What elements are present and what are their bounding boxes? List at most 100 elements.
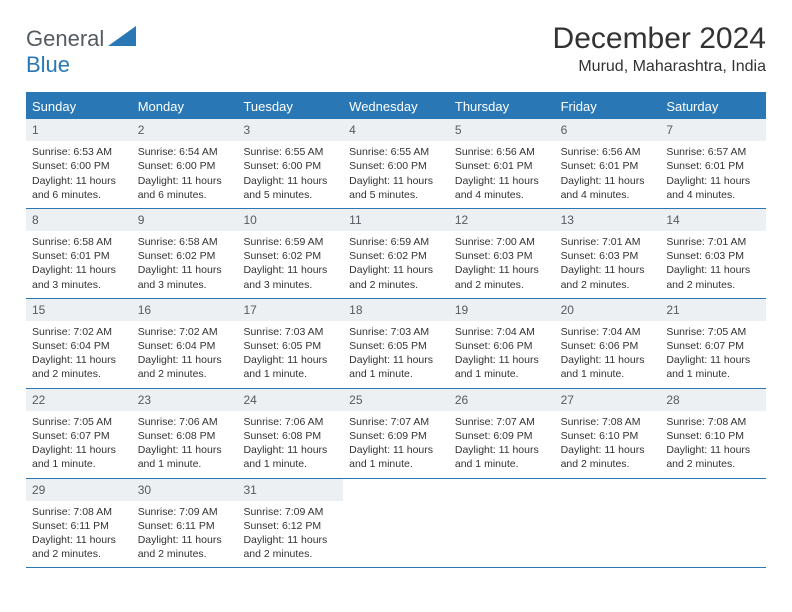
day-sunset: Sunset: 6:10 PM <box>561 429 655 443</box>
day-daylight1: Daylight: 11 hours <box>32 533 126 547</box>
day-daylight1: Daylight: 11 hours <box>666 263 760 277</box>
day-body: Sunrise: 7:02 AMSunset: 6:04 PMDaylight:… <box>132 321 238 388</box>
day-daylight2: and 2 minutes. <box>32 547 126 561</box>
weekday-friday: Friday <box>555 94 661 119</box>
day-daylight1: Daylight: 11 hours <box>32 353 126 367</box>
day-sunset: Sunset: 6:04 PM <box>32 339 126 353</box>
day-body: Sunrise: 6:53 AMSunset: 6:00 PMDaylight:… <box>26 141 132 208</box>
empty-cell <box>555 479 661 568</box>
day-cell-20: 20Sunrise: 7:04 AMSunset: 6:06 PMDayligh… <box>555 299 661 388</box>
day-cell-3: 3Sunrise: 6:55 AMSunset: 6:00 PMDaylight… <box>237 119 343 208</box>
day-sunset: Sunset: 6:09 PM <box>455 429 549 443</box>
day-number: 21 <box>660 299 766 321</box>
day-sunset: Sunset: 6:02 PM <box>349 249 443 263</box>
logo-text-blue: Blue <box>26 52 136 78</box>
day-sunrise: Sunrise: 7:08 AM <box>561 415 655 429</box>
weekday-row: SundayMondayTuesdayWednesdayThursdayFrid… <box>26 94 766 119</box>
day-cell-1: 1Sunrise: 6:53 AMSunset: 6:00 PMDaylight… <box>26 119 132 208</box>
day-daylight2: and 5 minutes. <box>349 188 443 202</box>
day-cell-5: 5Sunrise: 6:56 AMSunset: 6:01 PMDaylight… <box>449 119 555 208</box>
day-sunset: Sunset: 6:10 PM <box>666 429 760 443</box>
day-daylight1: Daylight: 11 hours <box>455 174 549 188</box>
day-daylight2: and 1 minute. <box>243 457 337 471</box>
empty-cell <box>343 479 449 568</box>
day-body: Sunrise: 7:04 AMSunset: 6:06 PMDaylight:… <box>449 321 555 388</box>
header: GeneralBlue December 2024 Murud, Maharas… <box>26 22 766 78</box>
day-sunset: Sunset: 6:05 PM <box>243 339 337 353</box>
weekday-saturday: Saturday <box>660 94 766 119</box>
day-daylight1: Daylight: 11 hours <box>32 263 126 277</box>
day-sunrise: Sunrise: 7:09 AM <box>138 505 232 519</box>
day-daylight2: and 1 minute. <box>32 457 126 471</box>
day-sunset: Sunset: 6:08 PM <box>138 429 232 443</box>
day-sunrise: Sunrise: 7:07 AM <box>349 415 443 429</box>
day-number: 11 <box>343 209 449 231</box>
day-number: 8 <box>26 209 132 231</box>
day-cell-22: 22Sunrise: 7:05 AMSunset: 6:07 PMDayligh… <box>26 389 132 478</box>
day-cell-28: 28 Sunrise: 7:08 AMSunset: 6:10 PMDayligh… <box>660 389 766 478</box>
day-sunset: Sunset: 6:12 PM <box>243 519 337 533</box>
day-daylight1: Daylight: 11 hours <box>349 353 443 367</box>
day-cell-10: 10Sunrise: 6:59 AMSunset: 6:02 PMDayligh… <box>237 209 343 298</box>
title-block: December 2024 Murud, Maharashtra, India <box>553 22 766 76</box>
day-sunset: Sunset: 6:08 PM <box>243 429 337 443</box>
day-body: Sunrise: 7:08 AMSunset: 6:11 PMDaylight:… <box>26 501 132 568</box>
day-sunset: Sunset: 6:11 PM <box>32 519 126 533</box>
day-cell-2: 2Sunrise: 6:54 AMSunset: 6:00 PMDaylight… <box>132 119 238 208</box>
day-daylight1: Daylight: 11 hours <box>138 263 232 277</box>
day-body: Sunrise: 7:03 AMSunset: 6:05 PMDaylight:… <box>237 321 343 388</box>
day-sunrise: Sunrise: 7:02 AM <box>32 325 126 339</box>
day-body: Sunrise: 7:07 AMSunset: 6:09 PMDaylight:… <box>343 411 449 478</box>
day-number: 15 <box>26 299 132 321</box>
day-sunrise: Sunrise: 7:06 AM <box>243 415 337 429</box>
day-daylight2: and 3 minutes. <box>32 278 126 292</box>
day-daylight2: and 1 minute. <box>455 367 549 381</box>
day-daylight1: Daylight: 11 hours <box>455 263 549 277</box>
day-daylight2: and 1 minute. <box>243 367 337 381</box>
day-body: Sunrise: 7:06 AMSunset: 6:08 PMDaylight:… <box>132 411 238 478</box>
day-sunrise: Sunrise: 7:01 AM <box>666 235 760 249</box>
day-sunrise: Sunrise: 7:03 AM <box>349 325 443 339</box>
empty-cell <box>449 479 555 568</box>
day-sunrise: Sunrise: 7:08 AM <box>666 415 760 429</box>
month-title: December 2024 <box>553 22 766 56</box>
weekday-sunday: Sunday <box>26 94 132 119</box>
day-body: Sunrise: 6:57 AMSunset: 6:01 PMDaylight:… <box>660 141 766 208</box>
day-daylight2: and 6 minutes. <box>32 188 126 202</box>
week-row: 22Sunrise: 7:05 AMSunset: 6:07 PMDayligh… <box>26 389 766 479</box>
day-daylight2: and 3 minutes. <box>243 278 337 292</box>
day-sunrise: Sunrise: 6:56 AM <box>455 145 549 159</box>
weekday-tuesday: Tuesday <box>237 94 343 119</box>
day-cell-8: 8Sunrise: 6:58 AMSunset: 6:01 PMDaylight… <box>26 209 132 298</box>
day-daylight1: Daylight: 11 hours <box>666 443 760 457</box>
day-number: 12 <box>449 209 555 231</box>
day-daylight1: Daylight: 11 hours <box>138 174 232 188</box>
day-daylight2: and 2 minutes. <box>561 457 655 471</box>
day-sunset: Sunset: 6:01 PM <box>455 159 549 173</box>
week-row: 15Sunrise: 7:02 AMSunset: 6:04 PMDayligh… <box>26 299 766 389</box>
day-cell-21: 21Sunrise: 7:05 AMSunset: 6:07 PMDayligh… <box>660 299 766 388</box>
day-daylight1: Daylight: 11 hours <box>455 353 549 367</box>
day-sunset: Sunset: 6:00 PM <box>349 159 443 173</box>
day-body: Sunrise: 6:59 AMSunset: 6:02 PMDaylight:… <box>237 231 343 298</box>
weekday-monday: Monday <box>132 94 238 119</box>
day-number: 23 <box>132 389 238 411</box>
day-daylight2: and 1 minute. <box>138 457 232 471</box>
day-sunrise: Sunrise: 6:59 AM <box>349 235 443 249</box>
day-number: 10 <box>237 209 343 231</box>
day-body: Sunrise: 6:56 AMSunset: 6:01 PMDaylight:… <box>449 141 555 208</box>
day-number: 30 <box>132 479 238 501</box>
day-daylight1: Daylight: 11 hours <box>138 533 232 547</box>
day-sunset: Sunset: 6:03 PM <box>455 249 549 263</box>
day-daylight1: Daylight: 11 hours <box>349 174 443 188</box>
logo: GeneralBlue <box>26 22 136 78</box>
day-body: Sunrise: 6:58 AMSunset: 6:01 PMDaylight:… <box>26 231 132 298</box>
day-cell-27: 27Sunrise: 7:08 AMSunset: 6:10 PMDayligh… <box>555 389 661 478</box>
day-daylight1: Daylight: 11 hours <box>243 533 337 547</box>
day-number: 22 <box>26 389 132 411</box>
day-sunrise: Sunrise: 7:09 AM <box>243 505 337 519</box>
day-sunrise: Sunrise: 6:55 AM <box>349 145 443 159</box>
day-sunset: Sunset: 6:06 PM <box>561 339 655 353</box>
day-number: 28 <box>660 389 766 411</box>
day-daylight1: Daylight: 11 hours <box>243 353 337 367</box>
